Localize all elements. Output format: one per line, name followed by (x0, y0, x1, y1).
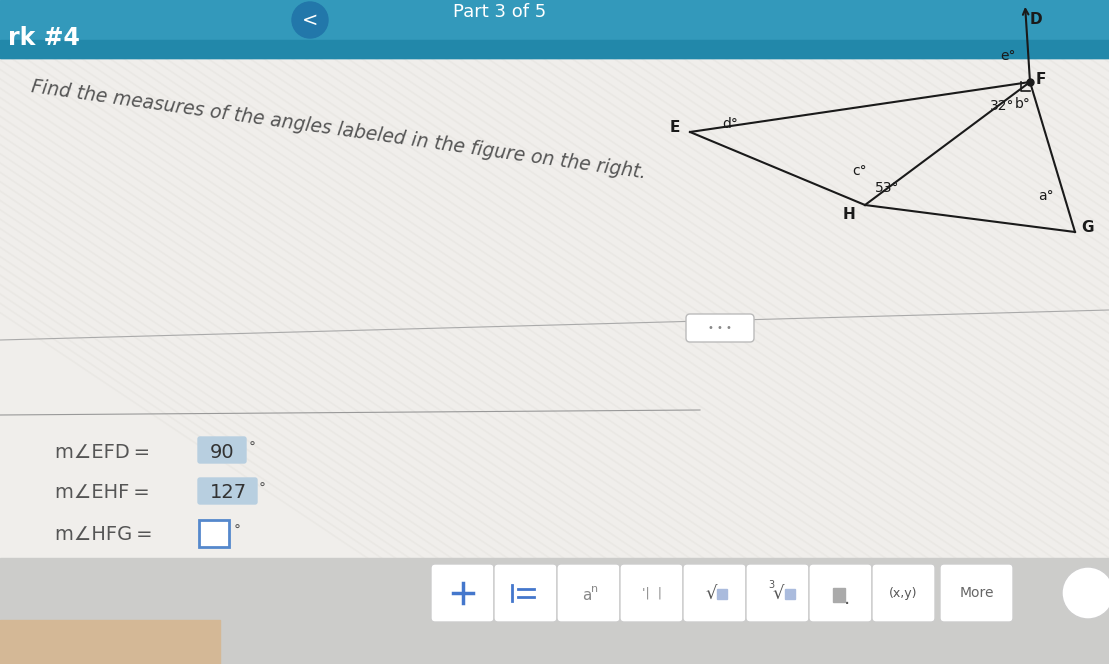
Text: a°: a° (1038, 189, 1054, 203)
Text: m∠EFD =: m∠EFD = (55, 442, 150, 461)
Text: • • •: • • • (708, 323, 732, 333)
Text: 127: 127 (210, 483, 246, 503)
Bar (0, 40, 1109, 58)
FancyBboxPatch shape (833, 588, 844, 602)
Text: n: n (591, 584, 598, 594)
Text: e°: e° (1000, 49, 1016, 63)
Bar (0, 32, 1109, 612)
Text: rk #4: rk #4 (8, 26, 80, 50)
FancyBboxPatch shape (872, 564, 935, 622)
Text: a: a (582, 588, 591, 602)
Text: <: < (302, 11, 318, 29)
Text: d°: d° (722, 117, 737, 131)
Text: '|  |: '| | (641, 586, 661, 600)
FancyBboxPatch shape (686, 314, 754, 342)
Text: 90: 90 (210, 442, 234, 461)
FancyBboxPatch shape (620, 564, 683, 622)
FancyBboxPatch shape (716, 589, 726, 599)
FancyBboxPatch shape (940, 564, 1013, 622)
Text: F: F (1036, 72, 1047, 87)
Circle shape (292, 2, 328, 38)
FancyBboxPatch shape (746, 564, 808, 622)
Text: m∠EHF =: m∠EHF = (55, 483, 150, 503)
Text: Find the measures of the angles labeled in the figure on the right.: Find the measures of the angles labeled … (30, 78, 648, 183)
FancyBboxPatch shape (431, 564, 494, 622)
Text: (x,y): (x,y) (889, 586, 918, 600)
Text: More: More (959, 586, 994, 600)
Text: √: √ (705, 585, 718, 603)
Text: G: G (1081, 220, 1093, 235)
Text: E: E (670, 120, 681, 135)
Bar (0, 0, 1109, 58)
Text: m∠HFG =: m∠HFG = (55, 525, 153, 544)
Bar (0, 620, 220, 664)
FancyBboxPatch shape (557, 564, 620, 622)
Text: 53°: 53° (875, 181, 899, 195)
Text: 32°: 32° (990, 99, 1015, 113)
Text: H: H (843, 207, 856, 222)
Text: Part 3 of 5: Part 3 of 5 (454, 3, 547, 21)
FancyBboxPatch shape (494, 564, 557, 622)
Text: °: ° (234, 524, 241, 538)
Text: √: √ (773, 585, 784, 603)
Bar (0, 558, 1109, 664)
Text: b°: b° (1015, 97, 1031, 111)
Circle shape (1062, 567, 1109, 619)
Text: c°: c° (852, 164, 866, 178)
Text: °: ° (260, 482, 266, 496)
FancyBboxPatch shape (199, 437, 246, 463)
Text: °: ° (250, 441, 256, 455)
Text: .: . (843, 588, 849, 608)
FancyBboxPatch shape (199, 478, 257, 504)
FancyBboxPatch shape (683, 564, 746, 622)
Text: D: D (1030, 12, 1042, 27)
FancyBboxPatch shape (808, 564, 872, 622)
FancyBboxPatch shape (784, 589, 794, 599)
FancyBboxPatch shape (199, 520, 228, 547)
Text: 3: 3 (769, 580, 774, 590)
